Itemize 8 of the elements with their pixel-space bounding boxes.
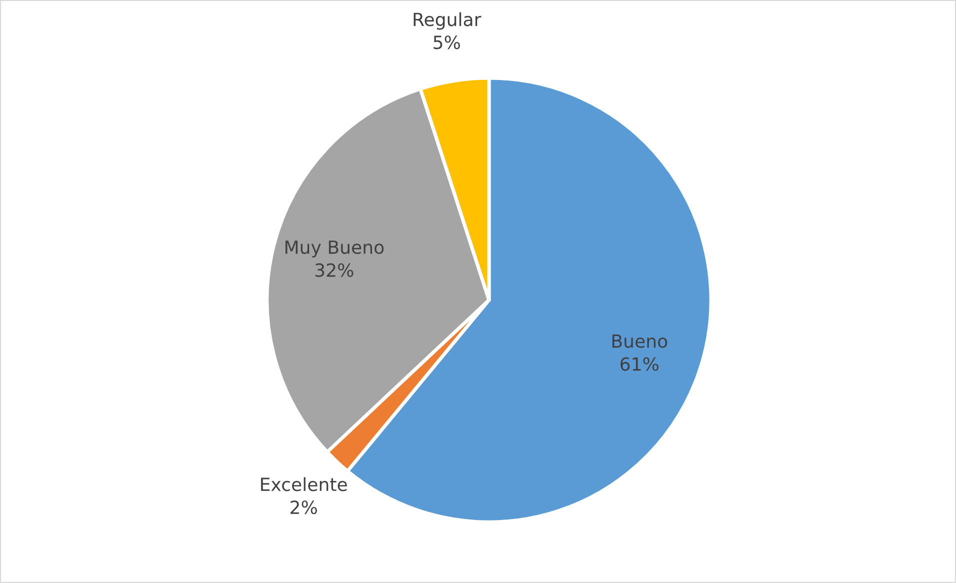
slice-label: Regular (414, 12, 482, 30)
slice-label: Excelente (261, 477, 347, 492)
data-label: 2% (290, 500, 317, 514)
data-label: 32% (315, 263, 354, 277)
slice-label: Muy Bueno (286, 240, 384, 258)
slice-label: Bueno (612, 334, 668, 348)
data-label: 61% (620, 357, 658, 371)
data-label: 5% (434, 36, 460, 50)
